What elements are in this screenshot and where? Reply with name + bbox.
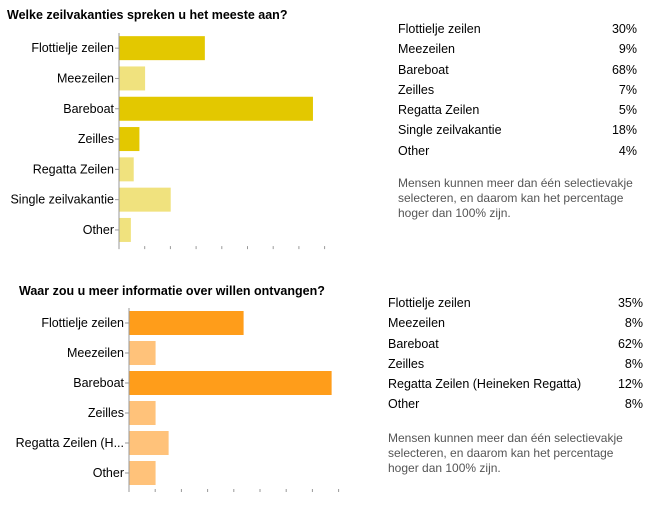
legend-percentage: 35% xyxy=(617,296,643,310)
question-2-title: Waar zou u meer informatie over willen o… xyxy=(19,284,325,298)
category-label: Flottielje zeilen xyxy=(31,41,114,55)
category-label: Zeilles xyxy=(88,406,124,420)
legend-row: Meezeilen 9% xyxy=(398,39,637,59)
legend-percentage: 4% xyxy=(618,143,637,158)
category-label: Other xyxy=(83,223,114,237)
legend-percentage: 8% xyxy=(624,356,643,371)
question-1-section: Welke zeilvakanties spreken u het meeste… xyxy=(0,0,670,260)
bar-zeilles[interactable] xyxy=(119,127,140,152)
legend-row: Other 4% xyxy=(398,141,637,161)
legend-label: Other xyxy=(388,397,420,412)
legend-percentage: 18% xyxy=(611,123,637,138)
category-label: Single zeilvakantie xyxy=(10,193,114,207)
legend-row: Flottielje zeilen 30% xyxy=(398,19,637,39)
bar-other[interactable] xyxy=(129,461,156,485)
legend-percentage: 8% xyxy=(624,316,643,331)
bar-flottielje-zeilen[interactable] xyxy=(129,311,244,335)
bar-bareboat[interactable] xyxy=(119,96,313,121)
legend-label: Flottielje zeilen xyxy=(398,22,481,36)
legend-label: Single zeilvakantie xyxy=(398,123,502,138)
legend-percentage: 62% xyxy=(617,336,643,351)
question-1-chart: Flottielje zeilen Meezeilen Bareboat Zeille… xyxy=(10,33,326,250)
legend-row: Regatta Zeilen 5% xyxy=(398,100,637,120)
legend-percentage: 68% xyxy=(611,62,637,77)
legend-label: Flottielje zeilen xyxy=(388,296,471,310)
bar-regatta-zeilen[interactable] xyxy=(119,157,134,182)
legend-row: Zeilles 8% xyxy=(388,354,643,374)
legend-row: Other 8% xyxy=(388,394,643,414)
legend-row: Regatta Zeilen (Heineken Regatta) 12% xyxy=(388,374,643,394)
category-label: Regatta Zeilen xyxy=(33,162,114,176)
legend-row: Zeilles 7% xyxy=(398,80,637,100)
bar-flottielje-zeilen[interactable] xyxy=(119,36,205,61)
question-2-chart: Flottielje zeilen Meezeilen Bareboat Zeille… xyxy=(16,308,340,492)
category-label: Other xyxy=(93,466,124,480)
bar-single-zeilvakantie[interactable] xyxy=(119,187,171,212)
legend-label: Bareboat xyxy=(398,62,449,77)
bar-zeilles[interactable] xyxy=(129,401,156,425)
bar-regatta-zeilen-h[interactable] xyxy=(129,431,169,455)
question-1-title: Welke zeilvakanties spreken u het meeste… xyxy=(7,8,288,22)
bar-meezeilen[interactable] xyxy=(119,66,146,91)
legend-row: Flottielje zeilen 35% xyxy=(388,293,643,313)
bar-other[interactable] xyxy=(119,217,131,242)
legend-percentage: 30% xyxy=(611,22,637,36)
legend-row: Bareboat 68% xyxy=(398,60,637,80)
bar-bareboat[interactable] xyxy=(129,371,332,395)
legend-label: Zeilles xyxy=(398,82,435,97)
category-label: Flottielje zeilen xyxy=(41,316,124,330)
legend-row: Bareboat 62% xyxy=(388,334,643,354)
question-1-legend: Flottielje zeilen 30% Meezeilen 9% Bareboat 6… xyxy=(398,19,637,161)
legend-label: Meezeilen xyxy=(388,316,445,331)
legend-percentage: 7% xyxy=(618,82,637,97)
legend-percentage: 9% xyxy=(618,42,637,57)
question-1-note: Mensen kunnen meer dan één selectievakje… xyxy=(398,176,633,220)
legend-percentage: 8% xyxy=(624,397,643,412)
legend-row: Single zeilvakantie 18% xyxy=(398,120,637,140)
legend-percentage: 12% xyxy=(617,377,643,392)
legend-label: Regatta Zeilen (Heineken Regatta) xyxy=(388,377,582,392)
legend-percentage: 5% xyxy=(618,103,637,118)
legend-row: Meezeilen 8% xyxy=(388,313,643,333)
category-label: Bareboat xyxy=(73,376,124,390)
legend-label: Zeilles xyxy=(388,356,425,371)
bar-meezeilen[interactable] xyxy=(129,341,156,365)
question-2-note: Mensen kunnen meer dan één selectievakje… xyxy=(388,431,623,475)
category-label: Bareboat xyxy=(63,102,114,116)
category-label: Regatta Zeilen (H... xyxy=(16,436,124,450)
legend-label: Bareboat xyxy=(388,336,439,351)
category-label: Meezeilen xyxy=(67,346,124,360)
category-label: Zeilles xyxy=(78,132,114,146)
legend-label: Meezeilen xyxy=(398,42,455,57)
legend-label: Regatta Zeilen xyxy=(398,103,480,118)
category-label: Meezeilen xyxy=(57,71,114,85)
legend-label: Other xyxy=(398,143,430,158)
question-2-legend: Flottielje zeilen 35% Meezeilen 8% Bareboat 6… xyxy=(388,293,643,415)
